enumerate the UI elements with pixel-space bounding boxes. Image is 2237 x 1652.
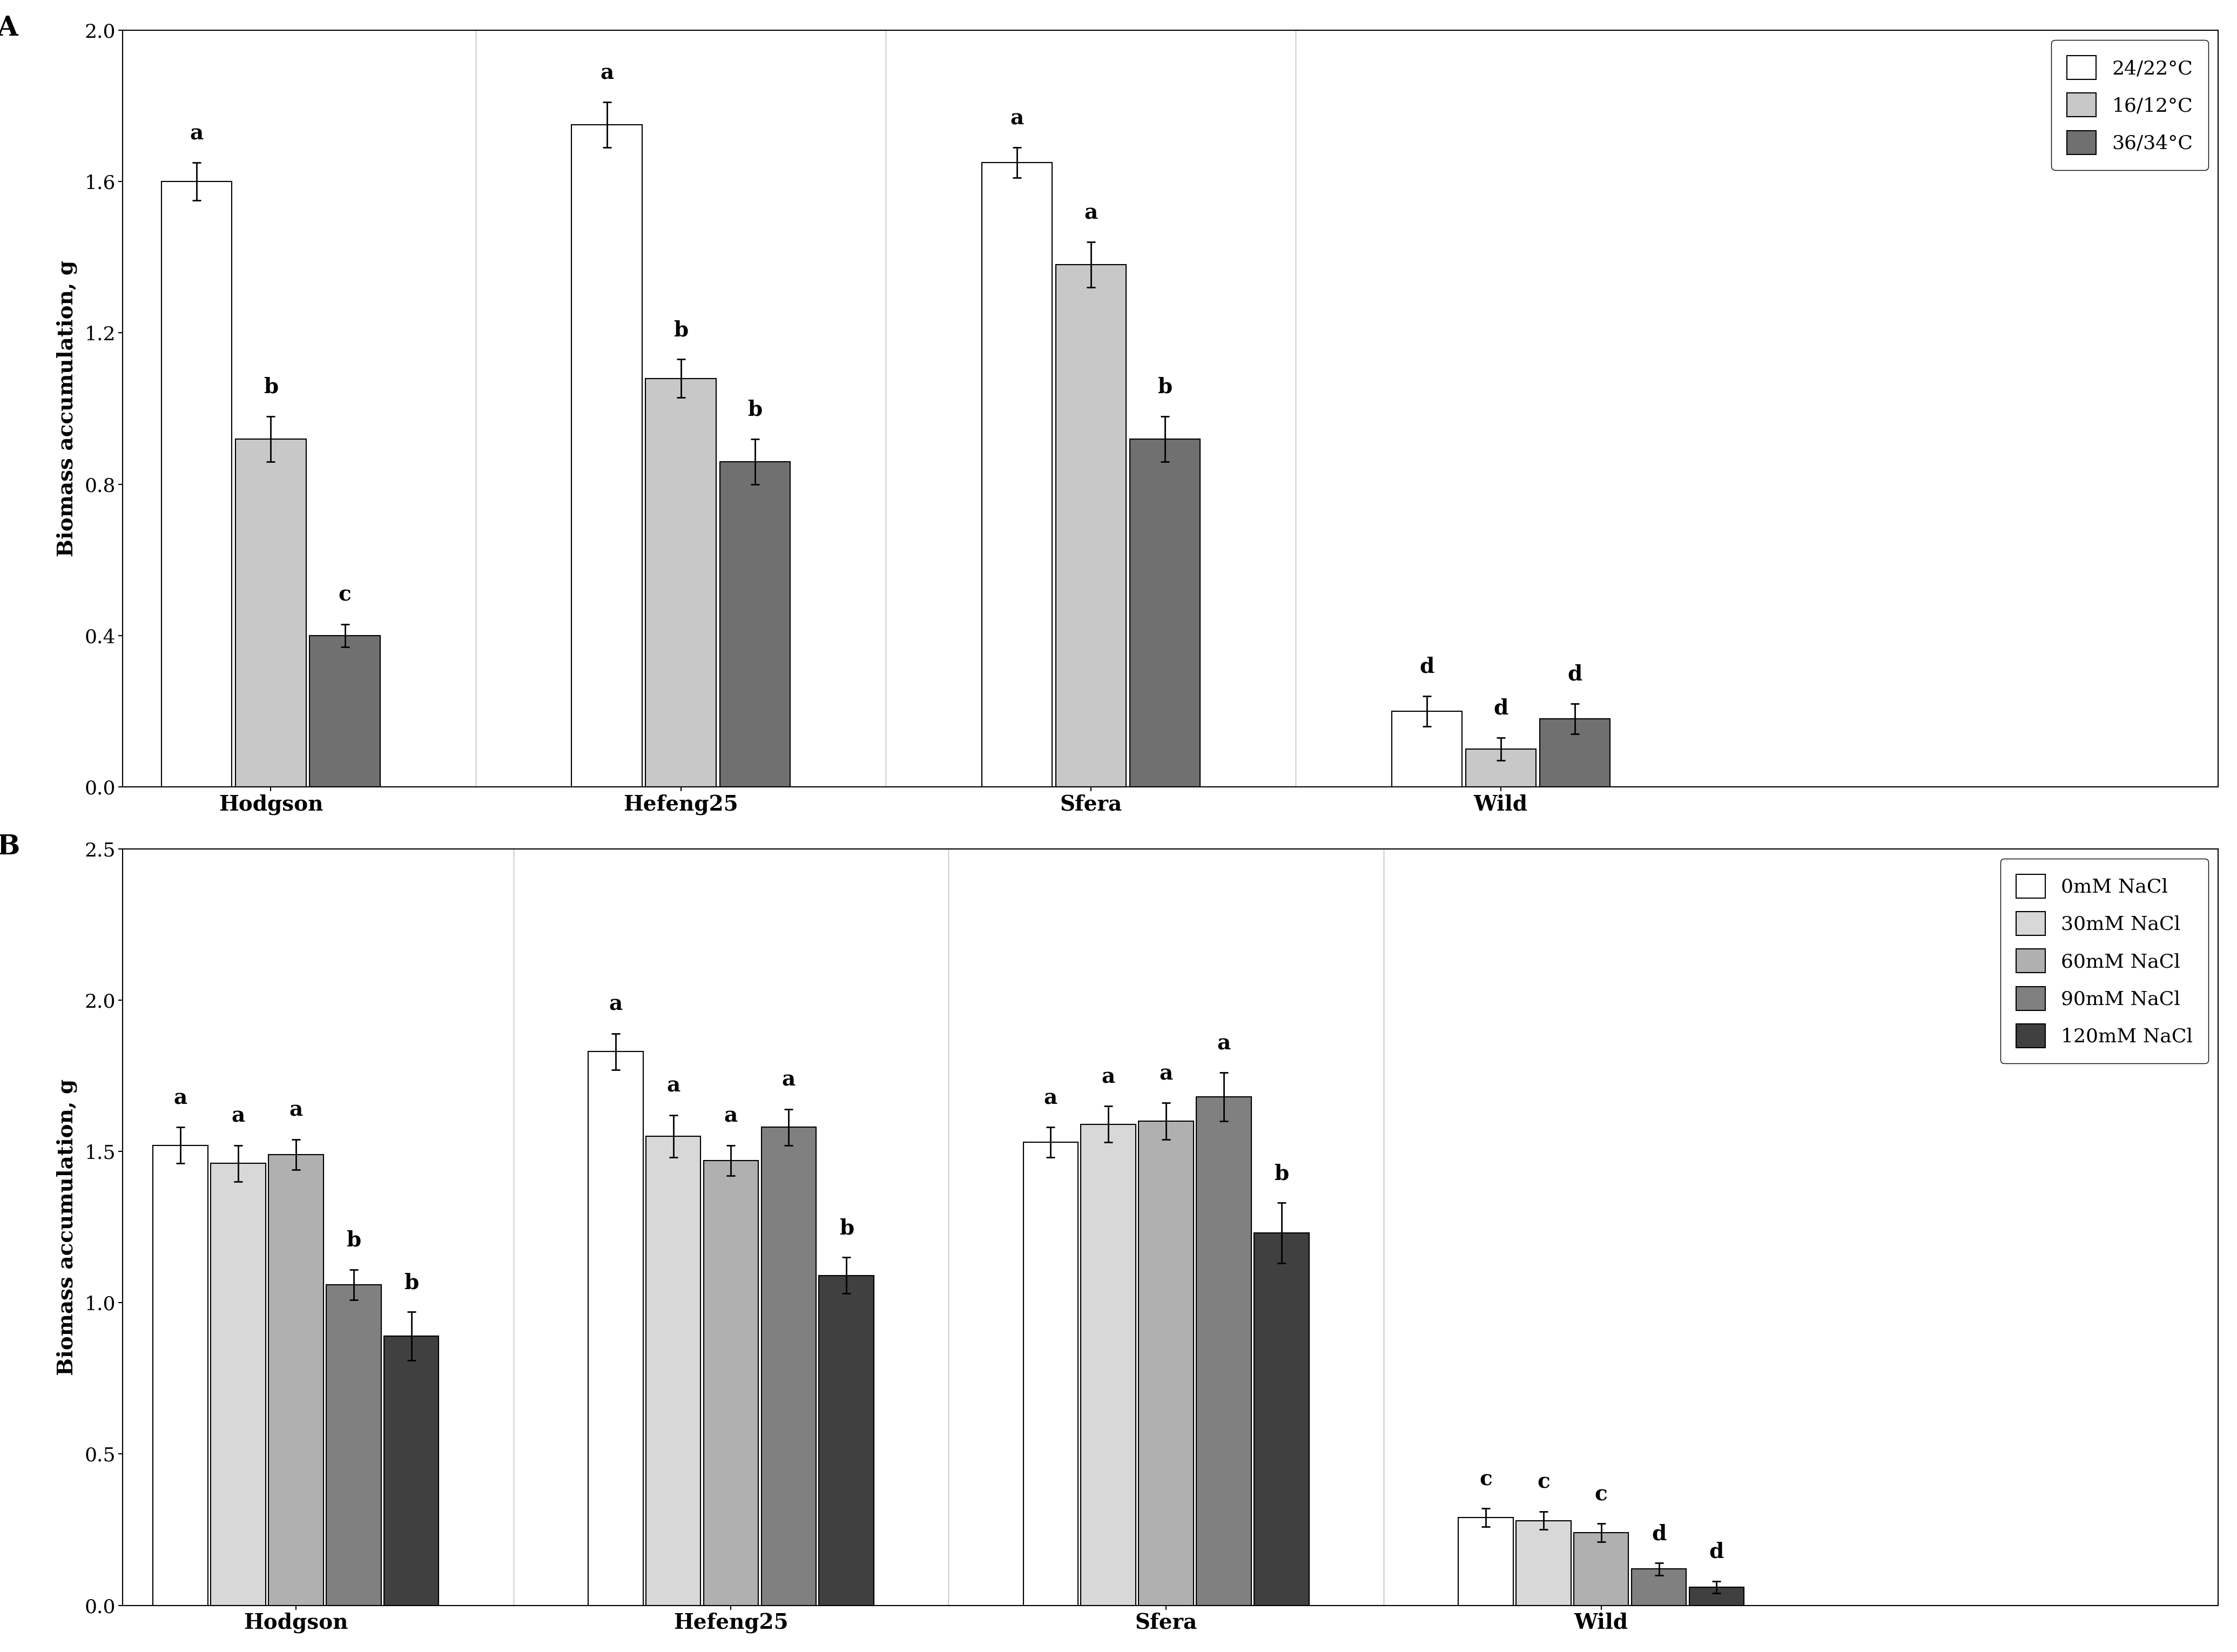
Text: b: b [1157,377,1172,396]
Bar [210,1163,266,1606]
Bar [573,126,642,786]
Text: b: b [1275,1163,1289,1184]
Text: d: d [1709,1541,1725,1563]
Text: c: c [1479,1469,1492,1490]
Bar [1391,710,1463,786]
Bar [1465,748,1537,786]
Bar [1022,1142,1078,1606]
Bar [1689,1588,1745,1606]
Bar [268,1155,324,1606]
Legend: 0mM NaCl, 30mM NaCl, 60mM NaCl, 90mM NaCl, 120mM NaCl: 0mM NaCl, 30mM NaCl, 60mM NaCl, 90mM NaC… [2000,859,2208,1064]
Text: b: b [264,377,277,396]
Y-axis label: Biomass accumulation, g: Biomass accumulation, g [56,1079,76,1376]
Bar [1080,1125,1136,1606]
Text: a: a [1101,1067,1116,1087]
Text: c: c [1537,1472,1550,1493]
Bar [152,1145,208,1606]
Text: c: c [1595,1483,1608,1505]
Text: a: a [289,1100,302,1120]
Text: b: b [347,1231,360,1251]
Y-axis label: Biomass accumulation, g: Biomass accumulation, g [56,261,76,557]
Text: c: c [338,585,351,605]
Bar [1631,1569,1687,1606]
Bar [646,378,716,786]
Bar [161,182,233,786]
Bar [385,1336,438,1606]
Text: b: b [673,320,689,340]
Bar [720,461,790,786]
Text: a: a [1159,1064,1172,1084]
Bar [646,1137,700,1606]
Bar [1459,1518,1512,1606]
Text: a: a [190,124,204,144]
Bar [1056,264,1125,786]
Bar [761,1127,817,1606]
Text: a: a [1085,203,1098,223]
Text: d: d [1420,656,1434,677]
Text: b: b [405,1272,418,1294]
Text: a: a [1009,107,1025,129]
Text: a: a [725,1105,738,1127]
Text: a: a [1217,1032,1230,1054]
Text: d: d [1568,664,1582,684]
Bar [588,1052,642,1606]
Text: A: A [0,15,18,41]
Text: a: a [783,1069,796,1090]
Text: a: a [230,1105,246,1127]
Bar [327,1285,380,1606]
Text: b: b [747,400,763,420]
Text: a: a [174,1087,188,1108]
Text: d: d [1651,1523,1667,1545]
Text: a: a [600,63,613,83]
Text: a: a [1045,1087,1058,1108]
Bar [1139,1122,1195,1606]
Bar [1517,1520,1570,1606]
Bar [982,162,1051,786]
Text: d: d [1494,699,1508,719]
Bar [705,1160,758,1606]
Legend: 24/22°C, 16/12°C, 36/34°C: 24/22°C, 16/12°C, 36/34°C [2051,40,2208,170]
Bar [309,636,380,786]
Bar [1130,439,1199,786]
Bar [1255,1232,1309,1606]
Bar [1575,1533,1629,1606]
Bar [1197,1097,1250,1606]
Text: B: B [0,834,20,861]
Bar [235,439,306,786]
Bar [1539,719,1611,786]
Text: a: a [608,995,622,1014]
Text: b: b [839,1218,855,1239]
Text: a: a [667,1075,680,1097]
Bar [819,1275,875,1606]
